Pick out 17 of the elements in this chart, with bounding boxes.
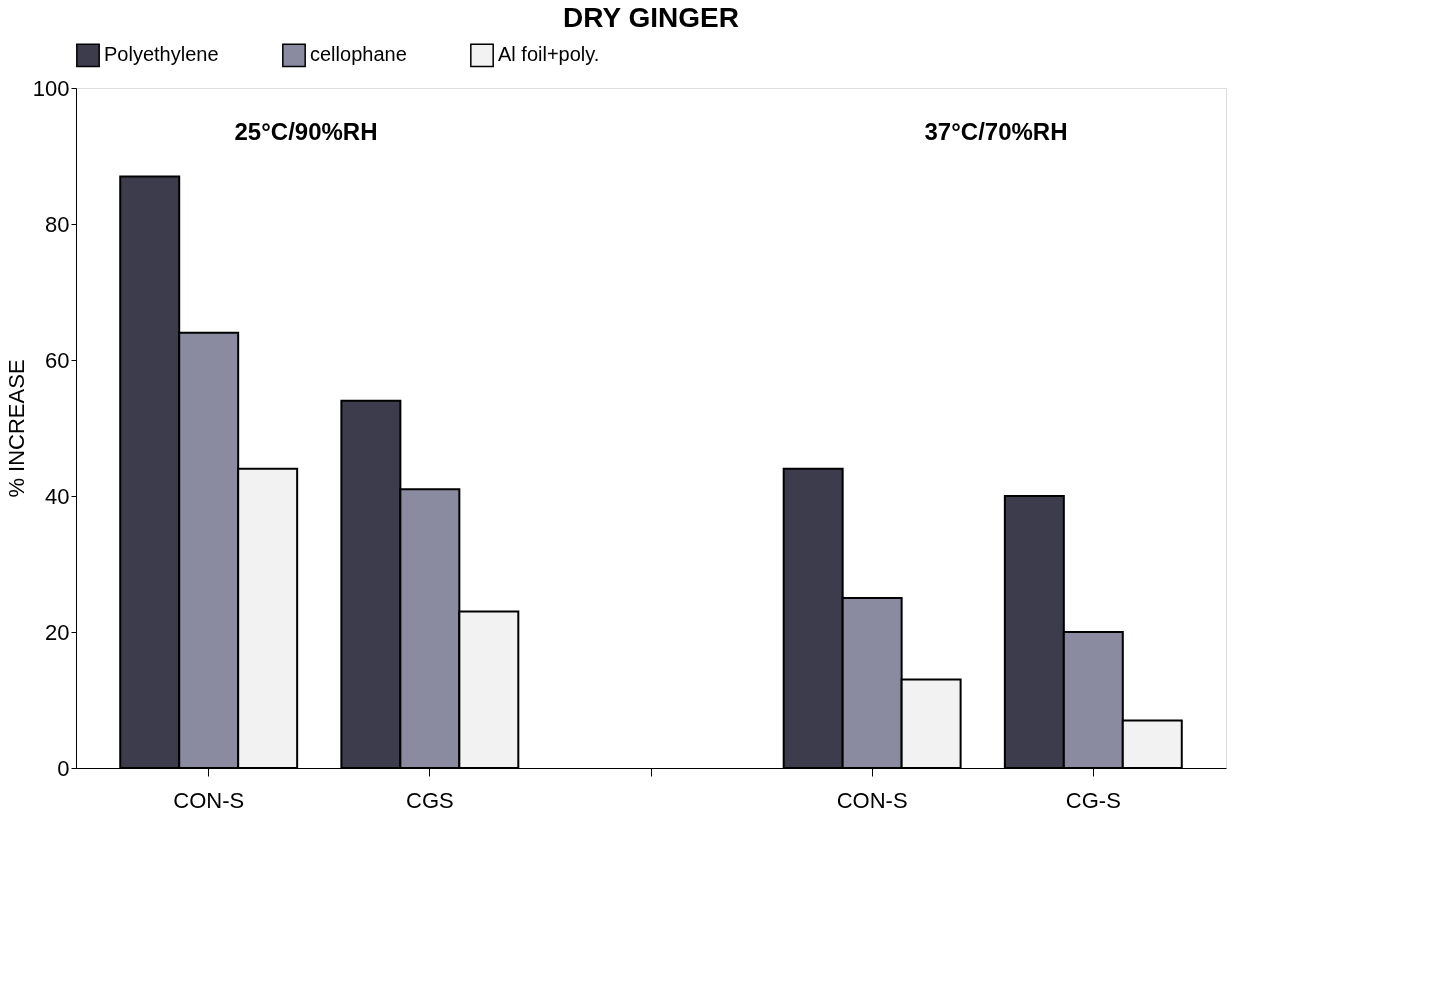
x-tick-label: CG-S	[1065, 787, 1121, 813]
legend-label: Polyethylene	[104, 43, 219, 66]
y-axis-title: % INCREASE	[3, 359, 29, 498]
y-tick-label: 20	[45, 619, 70, 645]
y-tick-label: 100	[32, 75, 70, 101]
legend-label: cellophane	[310, 43, 407, 66]
y-tick-label: 80	[45, 211, 70, 237]
x-tick-label: CGS	[406, 787, 454, 813]
legend-label: Al foil+poly.	[498, 43, 600, 66]
y-tick-label: 0	[57, 755, 70, 781]
y-tick-label: 40	[45, 483, 70, 509]
x-tick-label: CON-S	[173, 787, 245, 813]
chart-title: DRY GINGER	[563, 2, 739, 33]
y-tick-label: 60	[45, 347, 70, 373]
x-tick-label: CON-S	[836, 787, 908, 813]
annotation: 37°C/70%RH	[924, 118, 1068, 145]
annotation: 25°C/90%RH	[234, 118, 378, 145]
